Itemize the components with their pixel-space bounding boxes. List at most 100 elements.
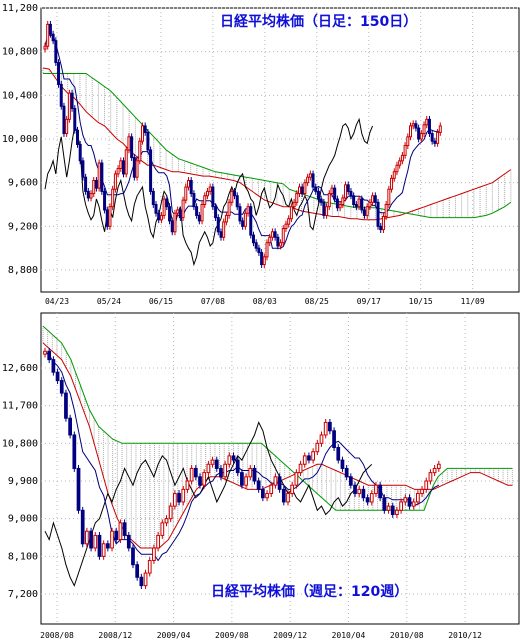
weekly-y-tick-label: 12,600 [2,363,38,374]
daily-candle-body [300,186,304,195]
daily-candle-body [289,206,293,220]
daily-candle-body [195,206,199,216]
daily-candle-body [122,160,126,175]
weekly-candle-body [420,488,424,495]
weekly-candle-body [89,530,93,549]
daily-grid [41,7,519,292]
weekly-candle-body [244,476,248,486]
weekly-candle-body [214,459,219,469]
weekly-candle-body [126,534,131,549]
daily-lagging-span [44,117,374,267]
daily-candle-body [203,195,207,205]
weekly-candle-body [173,493,177,507]
daily-candle-body [414,123,418,129]
weekly-y-tick-label: 10,800 [2,438,38,449]
weekly-candle-body [80,509,85,545]
daily-candle-body [100,162,104,192]
weekly-candle-body [59,380,64,394]
daily-candle-body [149,149,153,192]
weekly-candle-body [147,560,152,574]
daily-candle-body [154,204,158,214]
weekly-candle-body [307,455,311,461]
daily-candle-body [427,118,431,135]
daily-candle-body [78,143,82,162]
weekly-candle-body [256,480,261,490]
daily-candle-body [284,223,288,230]
weekly-candle-body [395,509,399,515]
daily-candle-body [176,209,180,214]
daily-candle-body [327,193,331,208]
daily-candle-body [105,209,109,227]
weekly-candle-body [348,476,353,486]
daily-candle-body [319,198,323,203]
daily-candle-body [344,184,348,199]
weekly-candle-body [131,547,135,566]
daily-candle-body [430,133,434,142]
daily-candle-body [381,216,385,231]
daily-candle-body [181,199,185,219]
daily-candle-body [243,212,247,227]
weekly-candle-body [328,421,332,432]
weekly-candle-body [97,534,102,557]
daily-indicator-lines [42,34,512,267]
weekly-candle-body [378,484,383,499]
weekly-candle-body [76,467,81,511]
daily-candle-body [84,176,88,192]
daily-candle-body [436,131,440,144]
daily-candle-body [379,225,383,231]
daily-candle-body [330,187,334,195]
daily-candle-body [419,133,423,140]
daily-candle-body [235,195,239,208]
weekly-candle-body [298,463,303,474]
weekly-candle-body [340,459,345,469]
daily-candle-body [390,177,394,190]
weekly-candle-body [185,480,190,490]
daily-candle-body [346,184,350,192]
daily-candle-body [67,92,71,120]
weekly-x-tick-label: 2008/12 [98,631,132,640]
daily-candles [43,20,442,268]
daily-candle-body [89,193,93,199]
daily-candle-body [224,214,228,223]
daily-chart-title: 日経平均株価（日足：150日） [220,13,417,30]
weekly-candle-body [290,484,295,495]
daily-candle-body [59,83,63,107]
weekly-candle-body [202,472,207,486]
weekly-candle-body [436,463,441,469]
weekly-candle-body [105,543,110,549]
weekly-x-tick-label: 2009/08 [215,631,249,640]
daily-x-tick-label: 08/03 [253,297,277,306]
daily-candle-body [257,247,261,254]
weekly-candle-body [189,467,194,482]
weekly-candle-body [407,497,412,507]
weekly-candle-body [168,505,173,520]
daily-candle-body [230,190,234,203]
daily-candle-body [135,160,139,178]
daily-candle-body [200,204,204,222]
daily-y-tick-label: 11,200 [2,3,38,14]
weekly-candle-body [223,463,228,478]
daily-candle-body [143,125,147,133]
daily-candle-body [422,124,426,135]
weekly-candle-body [265,493,269,499]
daily-candle-body [400,154,404,162]
daily-candle-body [349,190,353,197]
daily-candle-body [292,201,296,208]
daily-candle-body [157,212,161,221]
daily-candle-body [57,62,61,85]
daily-y-tick-label: 9,600 [8,178,38,189]
daily-candle-body [395,164,399,173]
daily-candle-body [138,140,142,162]
daily-candle-body [173,212,177,233]
daily-candle-body [48,23,52,35]
daily-candle-body [54,40,58,64]
weekly-chart-panel: 12,600 11,700 10,800 9,900 9,000 8,100 7,200 2… [2,312,520,640]
weekly-candle-body [206,463,211,474]
weekly-candle-body [416,493,420,503]
daily-candle-body [51,33,55,42]
daily-candle-body [411,123,415,127]
daily-x-tick-label: 11/09 [461,297,485,306]
daily-candle-body [384,204,388,218]
